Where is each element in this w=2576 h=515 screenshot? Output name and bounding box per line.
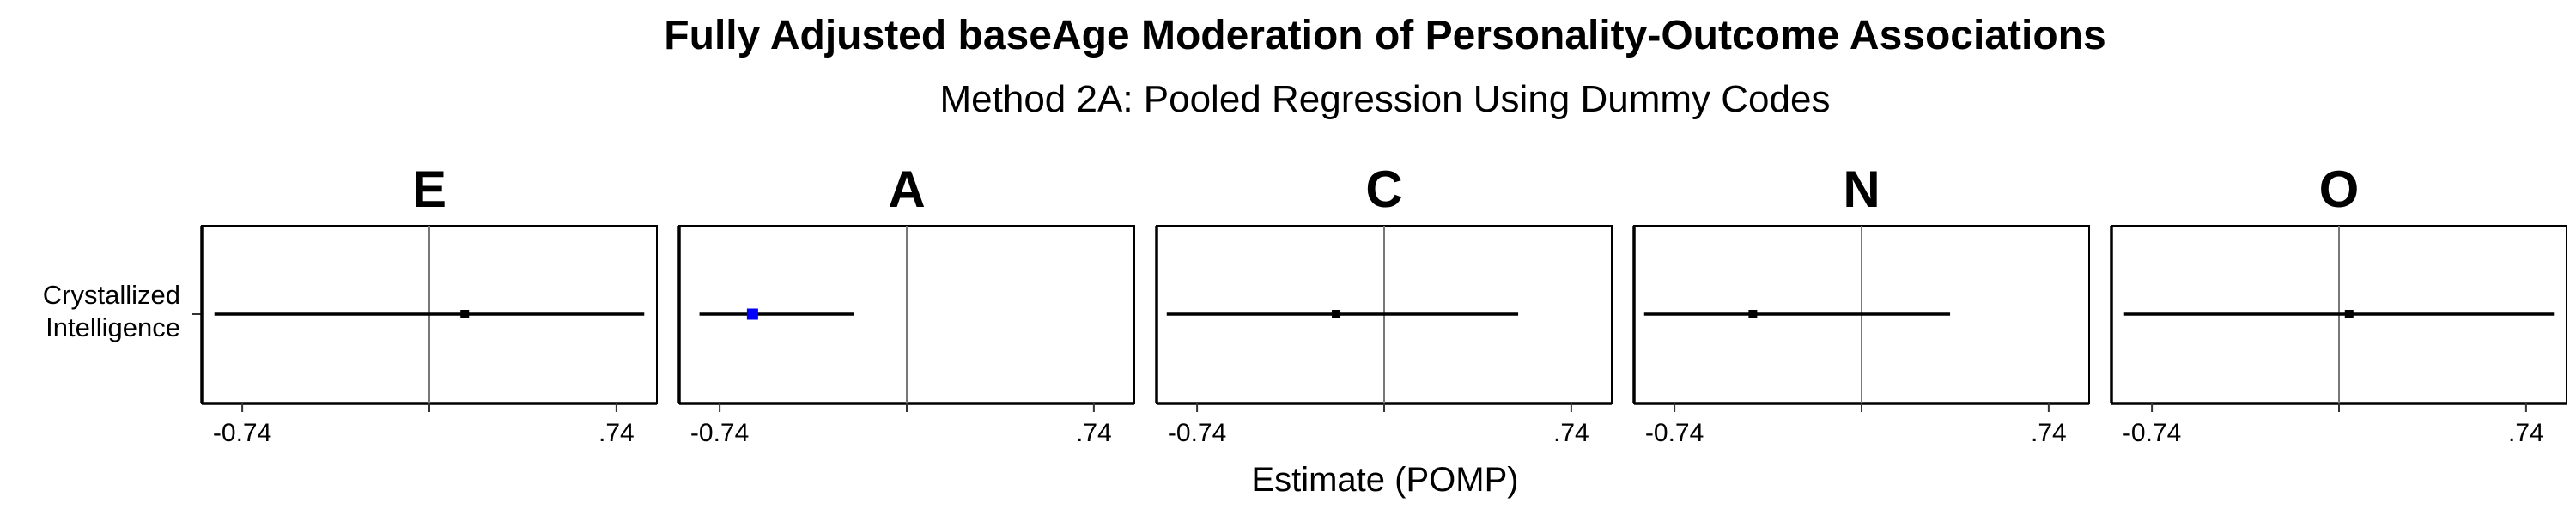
x-tick-label: -0.74 <box>1168 419 1226 447</box>
x-tick-label: -0.74 <box>690 419 749 447</box>
chart-subtitle: Method 2A: Pooled Regression Using Dummy… <box>940 78 1831 120</box>
y-category-label-line: Intelligence <box>46 312 180 342</box>
facet-label: E <box>412 161 447 218</box>
facet-label: A <box>888 161 925 218</box>
facet-panel-N: N -0.74 .74 <box>1632 161 2090 447</box>
x-axis-title: Estimate (POMP) <box>1251 461 1518 499</box>
x-tick-label: .74 <box>598 419 635 447</box>
point-estimate <box>746 308 758 320</box>
facet-panel-O: O -0.74 .74 <box>2110 161 2567 447</box>
chart-title: Fully Adjusted baseAge Moderation of Per… <box>664 13 2105 58</box>
facet-panel-C: C -0.74 .74 <box>1155 161 1613 447</box>
x-tick-label: .74 <box>1076 419 1112 447</box>
x-tick-label: .74 <box>2508 419 2544 447</box>
x-tick-label: -0.74 <box>1645 419 1704 447</box>
facet-label: C <box>1365 161 1402 218</box>
point-estimate <box>2344 310 2354 318</box>
x-tick-label: .74 <box>2031 419 2067 447</box>
x-tick-label: .74 <box>1553 419 1589 447</box>
facet-panel-A: A -0.74 .74 <box>677 161 1135 447</box>
point-estimate <box>1748 310 1758 318</box>
x-tick-label: -0.74 <box>213 419 271 447</box>
facet-label: N <box>1843 161 1880 218</box>
point-estimate <box>460 310 470 318</box>
x-tick-label: -0.74 <box>2123 419 2181 447</box>
facet-panels: E -0.74 .74 A -0.74 .74 C -0.74 .74 N -0.74 .74 O -0.… <box>200 161 2567 447</box>
y-category-label-line: Crystallized <box>43 280 180 310</box>
facet-label: O <box>2319 161 2360 218</box>
point-estimate <box>1332 310 1341 318</box>
facet-panel-E: E -0.74 .74 <box>200 161 658 447</box>
